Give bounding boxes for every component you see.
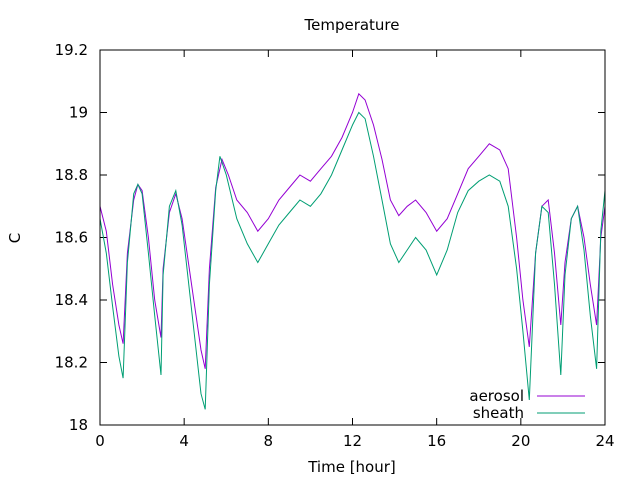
x-tick-label: 8 bbox=[264, 432, 274, 450]
y-tick-label: 18.6 bbox=[55, 229, 88, 247]
x-tick-label: 4 bbox=[179, 432, 189, 450]
axis-ticks: 0 4 8 12 16 20 24 18 18.2 18.4 18.6 18.8 19 19.2 bbox=[55, 41, 615, 450]
x-tick-label: 24 bbox=[595, 432, 614, 450]
y-tick-label: 18.2 bbox=[55, 354, 88, 372]
y-tick-label: 19 bbox=[69, 104, 88, 122]
legend-label-sheath: sheath bbox=[473, 404, 524, 422]
legend-label-aerosol: aerosol bbox=[469, 387, 524, 405]
y-axis-label: C bbox=[6, 233, 24, 243]
series-line-sheath bbox=[99, 111, 606, 410]
x-tick-label: 20 bbox=[511, 432, 530, 450]
series-line-aerosol bbox=[99, 92, 606, 369]
plot-frame bbox=[99, 49, 606, 426]
y-tick-label: 19.2 bbox=[55, 41, 88, 59]
series-lines bbox=[99, 92, 606, 410]
y-tick-label: 18.4 bbox=[55, 291, 88, 309]
x-tick-label: 0 bbox=[95, 432, 105, 450]
chart-title: Temperature bbox=[303, 16, 399, 34]
y-tick-label: 18 bbox=[69, 416, 88, 434]
x-axis-label: Time [hour] bbox=[307, 458, 396, 476]
x-tick-label: 16 bbox=[427, 432, 446, 450]
x-tick-label: 12 bbox=[343, 432, 362, 450]
y-tick-label: 18.8 bbox=[55, 166, 88, 184]
